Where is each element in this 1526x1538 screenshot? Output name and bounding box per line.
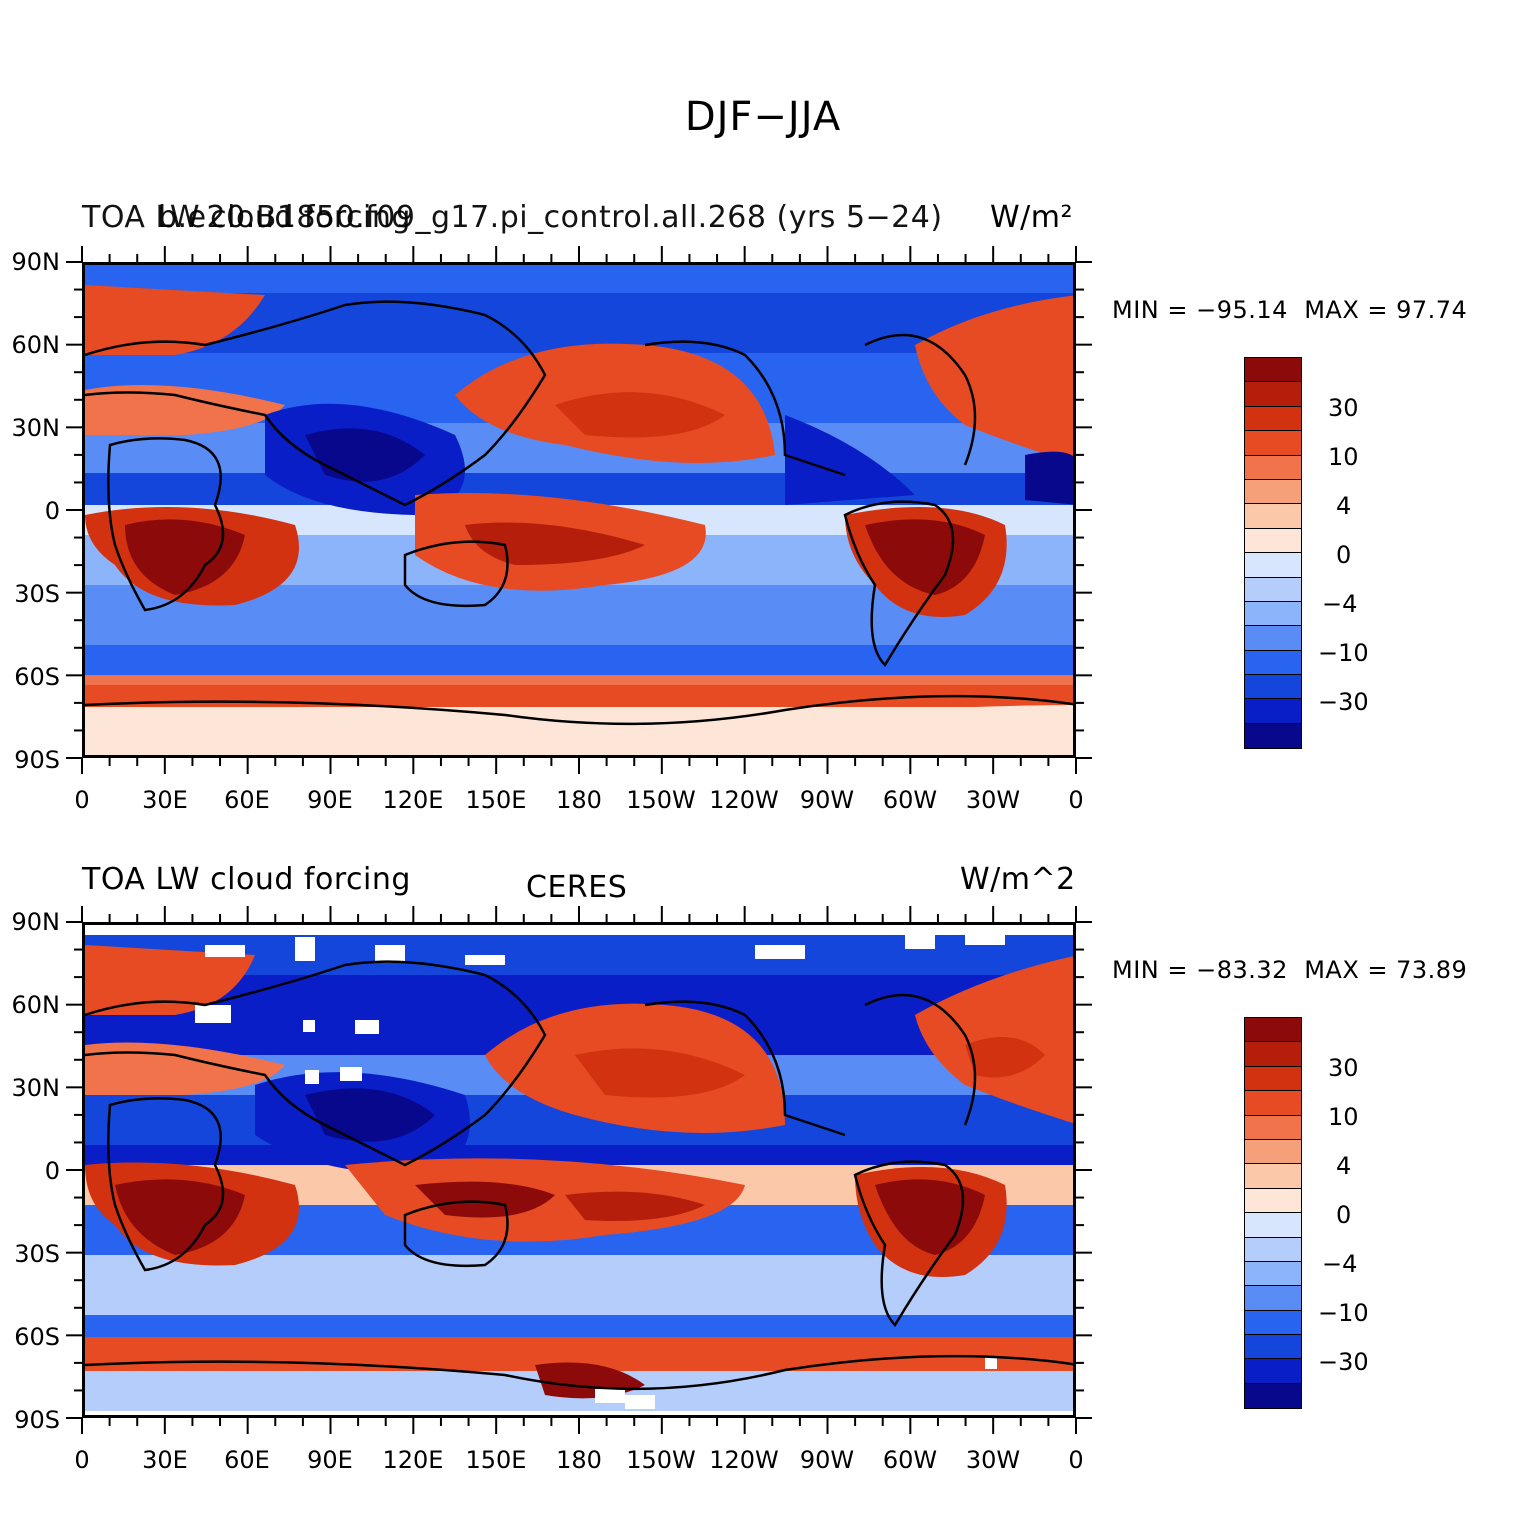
- map-obs: [82, 922, 1076, 1418]
- xlabel-60w: 60W: [882, 1446, 938, 1474]
- xlabel-30e: 30E: [142, 786, 188, 814]
- xlabel-120w: 120W: [709, 786, 779, 814]
- ylabel-60n: 60N: [11, 991, 61, 1019]
- xlabel-0: 0: [74, 786, 90, 814]
- ylabel-30s: 30S: [14, 580, 60, 608]
- ylabel-90n: 90N: [11, 908, 61, 936]
- cb-label-m10: −10: [1318, 639, 1369, 667]
- cb-label-m10: −10: [1318, 1299, 1369, 1327]
- cb-label-4: 4: [1336, 1152, 1352, 1180]
- ylabel-90s: 90S: [14, 746, 60, 774]
- cb-label-30: 30: [1328, 394, 1359, 422]
- cb-label-m30: −30: [1318, 688, 1369, 716]
- xlabel-90e: 90E: [307, 1446, 353, 1474]
- min-label: MIN = −83.32 MAX = 73.89: [1112, 956, 1468, 984]
- xlabel-120e: 120E: [382, 786, 444, 814]
- xlabel-150e: 150E: [465, 1446, 527, 1474]
- ylabel-eq: 0: [44, 1157, 60, 1185]
- xlabel-90w: 90W: [799, 1446, 855, 1474]
- cb-label-10: 10: [1328, 1103, 1359, 1131]
- xlabel-180: 180: [556, 1446, 602, 1474]
- xlabel-90w: 90W: [799, 786, 855, 814]
- cb-label-m4: −4: [1322, 590, 1358, 618]
- xlabel-120w: 120W: [709, 1446, 779, 1474]
- cb-label-0: 0: [1336, 541, 1352, 569]
- cb-label-m4: −4: [1322, 1250, 1358, 1278]
- ylabel-30n: 30N: [11, 414, 61, 442]
- xlabel-30w: 30W: [965, 786, 1021, 814]
- panel-center-text: CERES: [526, 870, 628, 905]
- panel-units: W/m^2: [960, 862, 1076, 897]
- xlabel-150w: 150W: [626, 1446, 696, 1474]
- colorbar-model: [1244, 357, 1302, 750]
- ylabel-30s: 30S: [14, 1240, 60, 1268]
- xlabel-60e: 60E: [224, 786, 270, 814]
- xlabel-30w: 30W: [965, 1446, 1021, 1474]
- cb-label-0: 0: [1336, 1201, 1352, 1229]
- panel-left-text: TOA LW cloud forcing: [82, 200, 411, 235]
- colorbar-obs: [1244, 1017, 1302, 1410]
- panel-center-text: b.e20.B1850.f09_g17.pi_control.all.268 (…: [158, 200, 943, 235]
- ylabel-90n: 90N: [11, 248, 61, 276]
- cb-label-m30: −30: [1318, 1348, 1369, 1376]
- ylabel-90s: 90S: [14, 1406, 60, 1434]
- ylabel-60s: 60S: [14, 663, 60, 691]
- map-model: [82, 262, 1076, 758]
- xlabel-90e: 90E: [307, 786, 353, 814]
- ylabel-30n: 30N: [11, 1074, 61, 1102]
- ylabel-eq: 0: [44, 497, 60, 525]
- xlabel-0: 0: [74, 1446, 90, 1474]
- xlabel-180: 180: [556, 786, 602, 814]
- xlabel-60e: 60E: [224, 1446, 270, 1474]
- xlabel-150e: 150E: [465, 786, 527, 814]
- panel-left-text: TOA LW cloud forcing: [82, 862, 411, 897]
- xlabel-0-end: 0: [1068, 1446, 1084, 1474]
- contour-field-model: [85, 265, 1073, 755]
- panel-model: TOA LW cloud forcing b.e20.B1850.f09_g17…: [11, 200, 1468, 814]
- xlabel-60w: 60W: [882, 786, 938, 814]
- xlabel-150w: 150W: [626, 786, 696, 814]
- min-label: MIN = −95.14 MAX = 97.74: [1112, 296, 1468, 324]
- xlabel-120e: 120E: [382, 1446, 444, 1474]
- xlabel-30e: 30E: [142, 1446, 188, 1474]
- cb-label-10: 10: [1328, 443, 1359, 471]
- xlabel-0-end: 0: [1068, 786, 1084, 814]
- contour-field-obs: [85, 925, 1073, 1415]
- cb-label-30: 30: [1328, 1054, 1359, 1082]
- figure-title: DJF−JJA: [684, 94, 842, 140]
- cb-label-4: 4: [1336, 492, 1352, 520]
- ylabel-60n: 60N: [11, 331, 61, 359]
- panel-units: W/m²: [990, 200, 1074, 235]
- ylabel-60s: 60S: [14, 1323, 60, 1351]
